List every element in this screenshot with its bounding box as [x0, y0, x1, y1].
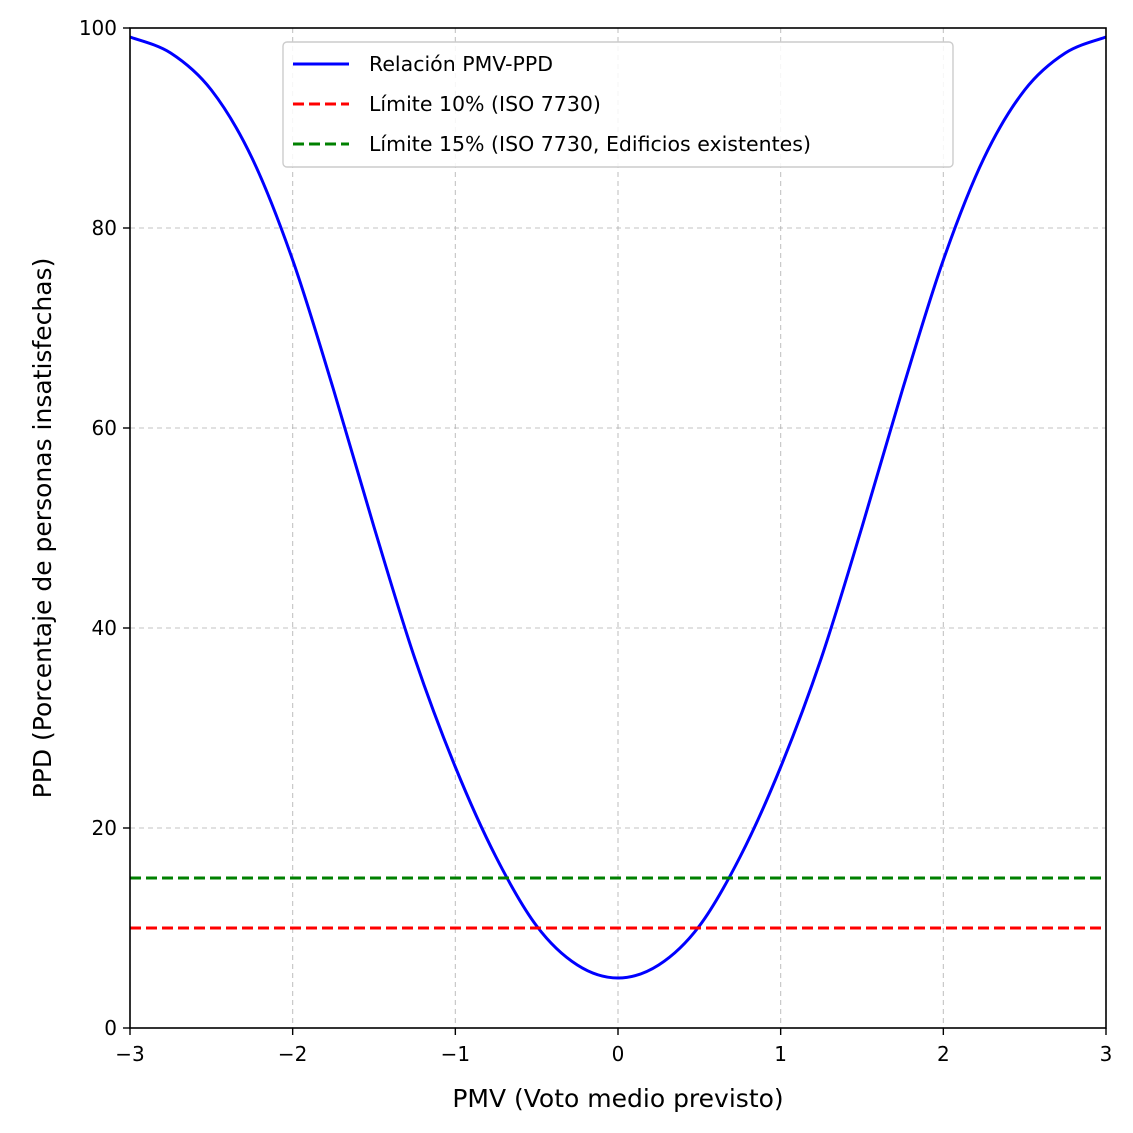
- y-axis-label: PPD (Porcentaje de personas insatisfecha…: [28, 258, 57, 799]
- x-tick-label: 1: [774, 1042, 787, 1066]
- x-tick-label: 2: [937, 1042, 950, 1066]
- x-tick-label: 3: [1100, 1042, 1113, 1066]
- legend: Relación PMV-PPD Límite 10% (ISO 7730) Lím…: [282, 41, 954, 168]
- legend-box: [282, 41, 954, 168]
- y-tick-label: 0: [104, 1016, 117, 1040]
- y-tick-label: 60: [92, 416, 117, 440]
- legend-entry: Relación PMV-PPD: [369, 52, 553, 76]
- x-axis-label: PMV (Voto medio previsto): [452, 1084, 783, 1113]
- x-tick-label: 0: [612, 1042, 625, 1066]
- y-tick-label: 80: [92, 216, 117, 240]
- plot-lines: [129, 35, 1107, 980]
- x-tick-label: −3: [115, 1042, 144, 1066]
- y-tick-label: 20: [92, 816, 117, 840]
- x-tick-label: −1: [441, 1042, 470, 1066]
- ticks: −3 −2 −1 0 1 2 3 0 20 40 60 80 100: [79, 16, 1113, 1066]
- y-tick-label: 40: [92, 616, 117, 640]
- ppd-curve: [129, 35, 1107, 980]
- x-tick-label: −2: [278, 1042, 307, 1066]
- legend-entry: Límite 10% (ISO 7730): [369, 92, 601, 116]
- legend-entry: Límite 15% (ISO 7730, Edificios existent…: [369, 132, 811, 156]
- y-tick-label: 100: [79, 16, 117, 40]
